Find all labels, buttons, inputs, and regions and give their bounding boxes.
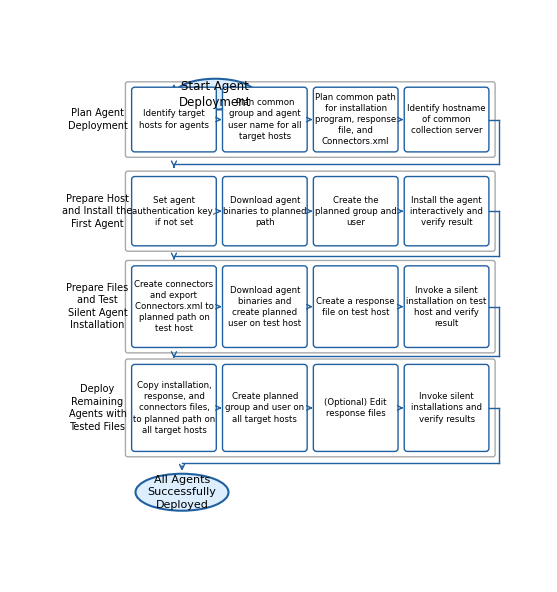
Text: Identify target
hosts for agents: Identify target hosts for agents [139, 110, 209, 130]
Text: Plan common path
for installation
program, response
file, and
Connectors.xml: Plan common path for installation progra… [315, 93, 397, 146]
Text: Invoke a silent
installation on test
host and verify
result: Invoke a silent installation on test hos… [407, 285, 487, 328]
Text: Plan Agent
Deployment: Plan Agent Deployment [67, 108, 128, 131]
Text: Invoke silent
installations and
verify results: Invoke silent installations and verify r… [411, 392, 482, 423]
FancyBboxPatch shape [314, 365, 398, 452]
FancyBboxPatch shape [125, 359, 495, 457]
Text: Prepare Host
and Install the
First Agent: Prepare Host and Install the First Agent [62, 194, 133, 229]
FancyBboxPatch shape [404, 266, 489, 348]
Text: Plan common
group and agent
user name for all
target hosts: Plan common group and agent user name fo… [228, 98, 301, 141]
FancyBboxPatch shape [131, 365, 216, 452]
Text: (Optional) Edit
response files: (Optional) Edit response files [324, 398, 387, 418]
FancyBboxPatch shape [125, 82, 495, 157]
Text: Identify hostname
of common
collection server: Identify hostname of common collection s… [407, 104, 486, 135]
Text: All Agents
Successfully
Deployed: All Agents Successfully Deployed [148, 475, 217, 510]
Text: Deploy
Remaining
Agents with
Tested Files: Deploy Remaining Agents with Tested File… [69, 384, 126, 432]
Text: Install the agent
interactively and
verify result: Install the agent interactively and veri… [410, 195, 483, 227]
Text: Prepare Files
and Test
Silent Agent
Installation: Prepare Files and Test Silent Agent Inst… [66, 283, 129, 330]
FancyBboxPatch shape [222, 266, 307, 348]
FancyBboxPatch shape [125, 260, 495, 353]
Text: Create connectors
and export
Connectors.xml to
planned path on
test host: Create connectors and export Connectors.… [134, 280, 213, 333]
Text: Start Agent
Deployment: Start Agent Deployment [179, 80, 252, 109]
FancyBboxPatch shape [222, 365, 307, 452]
FancyBboxPatch shape [222, 176, 307, 246]
Ellipse shape [135, 474, 228, 511]
Text: Set agent
authentication key,
if not set: Set agent authentication key, if not set [132, 195, 216, 227]
FancyBboxPatch shape [404, 87, 489, 152]
FancyBboxPatch shape [314, 176, 398, 246]
FancyBboxPatch shape [131, 266, 216, 348]
FancyBboxPatch shape [404, 365, 489, 452]
FancyBboxPatch shape [131, 176, 216, 246]
FancyBboxPatch shape [222, 87, 307, 152]
FancyBboxPatch shape [314, 87, 398, 152]
FancyBboxPatch shape [125, 171, 495, 251]
Text: Download agent
binaries and
create planned
user on test host: Download agent binaries and create plann… [228, 285, 301, 328]
Text: Copy installation,
response, and
connectors files,
to planned path on
all target: Copy installation, response, and connect… [133, 381, 215, 435]
FancyBboxPatch shape [314, 266, 398, 348]
Ellipse shape [175, 79, 256, 110]
Text: Create a response
file on test host: Create a response file on test host [316, 297, 395, 317]
FancyBboxPatch shape [404, 176, 489, 246]
FancyBboxPatch shape [131, 87, 216, 152]
Text: Download agent
binaries to planned
path: Download agent binaries to planned path [223, 195, 306, 227]
Text: Create the
planned group and
user: Create the planned group and user [315, 195, 397, 227]
Text: Create planned
group and user on
all target hosts: Create planned group and user on all tar… [225, 392, 304, 423]
